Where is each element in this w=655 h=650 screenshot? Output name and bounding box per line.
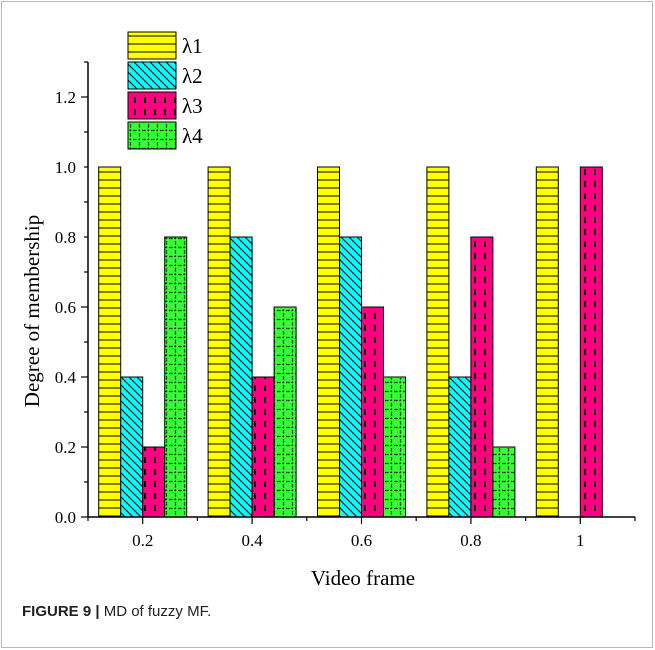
bar-3-0.2 bbox=[142, 446, 166, 518]
caption-text: MD of fuzzy MF. bbox=[103, 603, 212, 620]
legend-swatch-3 bbox=[127, 91, 177, 120]
bar-2-0.6 bbox=[339, 236, 362, 518]
bar-3-0.6 bbox=[361, 306, 384, 518]
x-tick-label: 1 bbox=[576, 531, 585, 550]
y-tick-label: 1.0 bbox=[55, 158, 76, 177]
bar-4-0.2 bbox=[164, 236, 188, 518]
bar-chart: 0.0 0.2 0.4 0.6 0.8 1.0 1.2 0.2 0.4 0.6 0.8 1 λ1 λ2 λ… bbox=[20, 31, 636, 590]
y-tick-label: 1.2 bbox=[55, 88, 76, 107]
bar-1-0.4 bbox=[207, 166, 231, 518]
bar-4-0.4 bbox=[273, 306, 297, 518]
bar-2-0.2 bbox=[120, 376, 144, 518]
legend-swatch-1 bbox=[127, 31, 177, 60]
bar-1-0.6 bbox=[317, 166, 340, 518]
legend-swatch-4 bbox=[127, 121, 177, 150]
x-tick-label: 0.4 bbox=[241, 531, 263, 550]
bar-2-0.4 bbox=[229, 236, 253, 518]
bar-1-0.2 bbox=[98, 166, 122, 518]
legend-label-4: λ4 bbox=[182, 124, 203, 148]
caption-label: FIGURE 9 | bbox=[22, 603, 100, 620]
y-tick-label: 0.8 bbox=[55, 228, 76, 247]
y-tick-label: 0.6 bbox=[55, 298, 76, 317]
bar-2-0.8 bbox=[448, 376, 472, 518]
bar-1-1 bbox=[535, 166, 559, 518]
bar-3-0.4 bbox=[251, 376, 275, 518]
bar-3-1 bbox=[579, 166, 603, 518]
x-axis-label: Video frame bbox=[311, 566, 415, 590]
y-tick-label: 0.4 bbox=[55, 368, 77, 387]
legend-label-2: λ2 bbox=[182, 64, 203, 88]
x-tick-label: 0.8 bbox=[460, 531, 481, 550]
legend-label-3: λ3 bbox=[182, 94, 203, 118]
legend-swatch-2 bbox=[127, 61, 177, 90]
figure-caption: FIGURE 9 | MD of fuzzy MF. bbox=[22, 603, 211, 620]
legend-label-1: λ1 bbox=[182, 34, 203, 58]
y-tick-label: 0.0 bbox=[55, 508, 76, 527]
x-tick-label: 0.6 bbox=[351, 531, 372, 550]
bar-1-0.8 bbox=[426, 166, 450, 518]
x-tick-label: 0.2 bbox=[132, 531, 153, 550]
bar-3-0.8 bbox=[470, 236, 494, 518]
bar-4-0.6 bbox=[383, 376, 406, 518]
y-tick-label: 0.2 bbox=[55, 438, 76, 457]
bar-4-0.8 bbox=[492, 446, 516, 518]
y-axis-label: Degree of membership bbox=[20, 215, 44, 407]
